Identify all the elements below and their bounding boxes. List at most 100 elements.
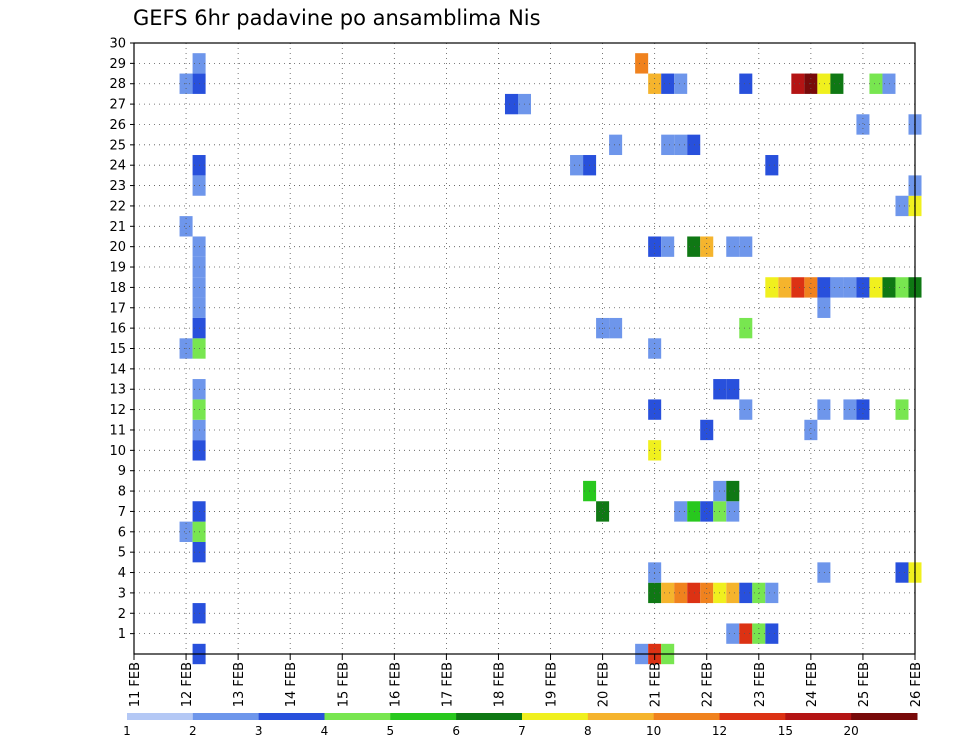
heatmap-cell <box>687 236 701 257</box>
heatmap-cell <box>739 73 753 94</box>
heatmap-cell <box>596 501 610 522</box>
heatmap-cell <box>609 317 623 339</box>
heatmap-cell <box>687 501 701 522</box>
heatmap-cell <box>674 582 688 604</box>
heatmap-cell <box>726 582 740 604</box>
y-tick-label: 18 <box>109 281 126 296</box>
heatmap-cell <box>817 562 831 583</box>
colorbar-label: 8 <box>584 724 592 738</box>
colorbar-swatch <box>456 713 523 720</box>
colorbar-label: 4 <box>321 724 329 738</box>
heatmap-cell <box>570 155 584 176</box>
y-axis: 1234567891011121314151617181920212223242… <box>109 37 134 642</box>
y-tick-label: 23 <box>109 179 126 194</box>
y-tick-label: 29 <box>109 57 126 72</box>
heatmap-cell <box>752 582 766 604</box>
y-tick-label: 19 <box>109 261 126 276</box>
y-tick-label: 30 <box>109 37 126 52</box>
colorbar-label: 2 <box>189 724 197 738</box>
heatmap-cell <box>882 277 896 298</box>
heatmap-cell <box>726 379 740 400</box>
colorbar-label: 10 <box>646 724 661 738</box>
heatmap-cell <box>739 236 753 257</box>
chart-title: GEFS 6hr padavine po ansamblima Nis <box>133 6 541 30</box>
heatmap-cell <box>726 501 740 522</box>
heatmap-cell <box>765 582 779 604</box>
heatmap-cell <box>739 317 753 339</box>
heatmap-cell <box>856 114 870 135</box>
x-tick-label: 23 FEB <box>753 662 768 707</box>
heatmap-cell <box>882 73 896 94</box>
colorbar-label: 6 <box>452 724 460 738</box>
heatmap-cell <box>674 73 688 94</box>
y-tick-label: 13 <box>109 383 126 398</box>
heatmap-cell <box>765 277 779 298</box>
x-tick-label: 11 FEB <box>128 662 143 707</box>
y-tick-label: 22 <box>109 199 126 214</box>
heatmap-cell <box>726 480 740 502</box>
y-tick-label: 21 <box>109 220 126 235</box>
heatmap-cell <box>661 236 675 257</box>
colorbar-label: 20 <box>844 724 859 738</box>
y-tick-label: 16 <box>109 322 126 337</box>
gridlines <box>134 43 915 654</box>
colorbar-label: 15 <box>778 724 793 738</box>
heatmap-cell <box>687 134 701 156</box>
colorbar-swatch <box>653 713 720 720</box>
x-tick-label: 20 FEB <box>597 662 612 707</box>
heatmap-cell <box>791 73 805 94</box>
heatmap-cell <box>700 582 714 604</box>
heatmap-cell <box>700 419 714 441</box>
x-tick-label: 17 FEB <box>440 662 455 707</box>
colorbar-swatch <box>192 713 260 720</box>
heatmap-cell <box>726 236 740 257</box>
heatmap-cell <box>635 53 649 74</box>
x-tick-label: 24 FEB <box>805 662 820 707</box>
colorbar-swatch <box>324 713 391 720</box>
colorbar-swatch <box>127 713 194 720</box>
heatmap-cell <box>609 134 623 156</box>
x-tick-label: 26 FEB <box>909 662 924 707</box>
y-tick-label: 26 <box>109 118 126 133</box>
y-tick-label: 4 <box>118 566 126 581</box>
heatmap-cell <box>856 399 870 420</box>
y-tick-label: 7 <box>118 505 126 520</box>
x-tick-label: 15 FEB <box>336 662 351 707</box>
y-tick-label: 6 <box>118 525 126 540</box>
colorbar-label: 5 <box>387 724 395 738</box>
heatmap-cell <box>830 73 844 94</box>
heatmap-cell <box>661 582 675 604</box>
heatmap-cell <box>791 277 805 298</box>
y-tick-label: 25 <box>109 138 126 153</box>
y-tick-label: 20 <box>109 240 126 255</box>
heatmap-cell <box>661 73 675 94</box>
x-tick-label: 14 FEB <box>284 662 299 707</box>
y-tick-label: 24 <box>109 159 126 174</box>
heatmap-cell <box>869 73 883 94</box>
heatmap-cell <box>700 501 714 522</box>
heatmap-cell <box>804 419 818 441</box>
x-tick-label: 25 FEB <box>857 662 872 707</box>
heatmap-cell <box>895 399 909 420</box>
heatmap-cell <box>765 155 779 176</box>
x-axis: 11 FEB 12 FEB 13 FEB 14 FEB 15 FEB 16 FEB 17 F… <box>128 654 924 707</box>
y-tick-label: 15 <box>109 342 126 357</box>
heatmap-cell <box>674 134 688 156</box>
colorbar-swatch <box>258 713 325 720</box>
y-tick-label: 8 <box>118 485 126 500</box>
heatmap-cell <box>817 73 831 94</box>
colorbar-swatch <box>785 713 852 720</box>
heatmap-cell <box>856 277 870 298</box>
heatmap-cell <box>687 582 701 604</box>
heatmap-cell <box>895 277 909 298</box>
colorbar-swatch <box>851 713 918 720</box>
heatmap-cell <box>817 277 831 298</box>
colorbar: 1 2 3 4 5 6 7 8 10 12 15 20 <box>123 713 918 738</box>
heatmap-cell <box>739 582 753 604</box>
y-tick-label: 12 <box>109 403 126 418</box>
x-tick-label: 13 FEB <box>232 662 247 707</box>
colorbar-label: 1 <box>123 724 131 738</box>
y-tick-label: 27 <box>109 98 126 113</box>
x-tick-label: 12 FEB <box>180 662 195 707</box>
